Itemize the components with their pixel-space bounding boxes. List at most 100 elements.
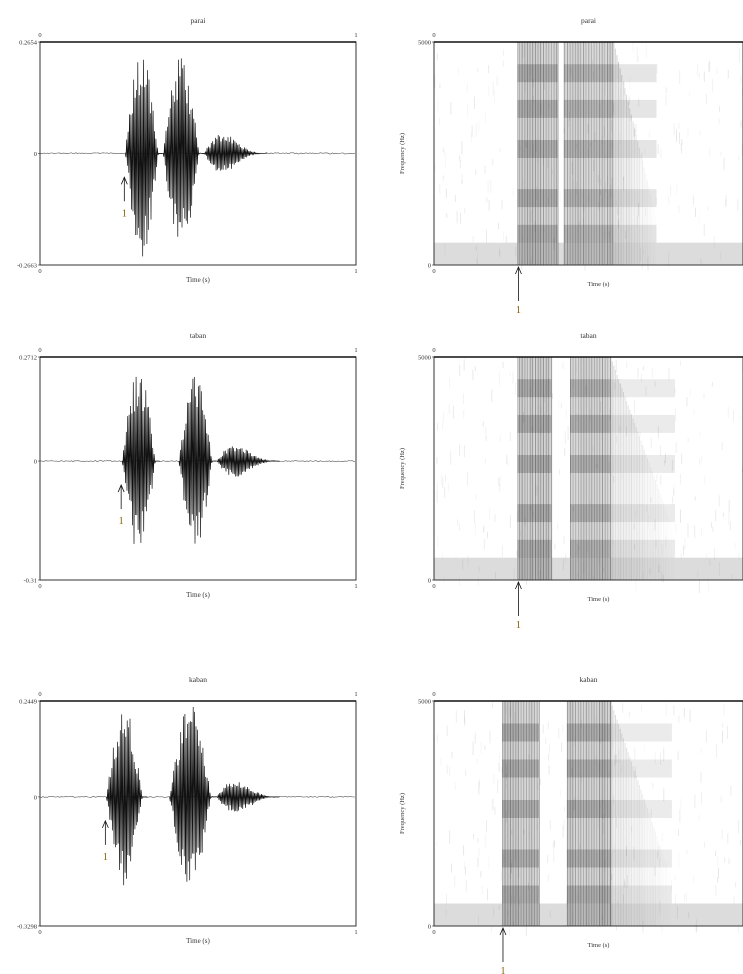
noise-streak xyxy=(565,553,566,558)
formant-band xyxy=(517,99,558,118)
voicing-striation xyxy=(508,701,510,926)
noise-streak xyxy=(637,368,639,378)
voicing-striation xyxy=(634,770,636,926)
formant-band xyxy=(517,504,552,523)
noise-streak xyxy=(700,748,702,754)
noise-streak xyxy=(510,859,512,872)
noise-streak xyxy=(549,743,551,752)
noise-streak xyxy=(437,734,438,743)
noise-streak xyxy=(445,188,447,199)
noise-streak xyxy=(668,253,670,267)
noise-streak xyxy=(660,753,662,765)
noise-streak xyxy=(506,455,508,465)
noise-streak xyxy=(634,399,635,414)
noise-streak xyxy=(705,93,707,105)
noise-streak xyxy=(461,141,463,155)
noise-streak xyxy=(530,504,532,511)
formant-band xyxy=(517,539,552,558)
voicing-striation xyxy=(608,357,610,580)
voicing-striation xyxy=(528,357,530,580)
voicing-striation xyxy=(645,803,647,926)
voicing-striation xyxy=(642,445,644,580)
voicing-striation xyxy=(511,701,513,926)
voicing-striation xyxy=(614,370,616,580)
noise-streak xyxy=(665,94,667,106)
voicing-striation xyxy=(505,701,507,926)
voicing-striation xyxy=(551,357,553,580)
voicing-striation xyxy=(527,357,529,580)
formant-band xyxy=(610,800,672,818)
voicing-striation xyxy=(524,701,526,926)
noise-streak xyxy=(679,809,681,823)
noise-streak xyxy=(553,238,555,250)
noise-streak xyxy=(601,798,603,804)
noise-streak xyxy=(477,251,479,266)
noise-streak xyxy=(665,87,667,94)
voicing-striation xyxy=(595,42,597,265)
noise-streak xyxy=(530,209,532,223)
noise-streak xyxy=(642,366,644,371)
noise-streak xyxy=(436,489,438,504)
noise-streak xyxy=(437,536,439,547)
voicing-striation xyxy=(638,147,640,265)
x-axis-label: Time (s) xyxy=(186,591,210,599)
noise-streak xyxy=(659,445,661,456)
noise-streak xyxy=(437,100,439,113)
voicing-striation xyxy=(656,484,658,580)
noise-streak xyxy=(492,158,494,165)
noise-streak xyxy=(633,523,635,530)
noise-streak xyxy=(446,894,447,905)
noise-streak xyxy=(524,517,526,527)
noise-streak xyxy=(730,785,732,796)
noise-streak xyxy=(588,195,590,202)
noise-streak xyxy=(680,509,681,523)
noise-streak xyxy=(711,522,713,528)
noise-streak xyxy=(599,104,601,118)
noise-streak xyxy=(598,557,600,565)
noise-streak xyxy=(675,442,677,453)
noise-streak xyxy=(599,738,601,745)
noise-streak xyxy=(466,82,468,93)
noise-streak xyxy=(647,257,649,271)
voicing-striation xyxy=(600,42,602,265)
voicing-striation xyxy=(541,42,543,265)
voicing-striation xyxy=(642,794,644,926)
noise-streak xyxy=(670,185,671,197)
voicing-striation xyxy=(616,374,618,580)
voicing-striation xyxy=(621,387,623,580)
noise-streak xyxy=(668,367,670,380)
noise-streak xyxy=(677,751,679,761)
noise-streak xyxy=(705,730,707,743)
noise-streak xyxy=(619,425,621,433)
noise-streak xyxy=(597,818,599,828)
voicing-striation xyxy=(590,701,592,926)
voicing-striation xyxy=(571,42,573,265)
noise-streak xyxy=(464,710,465,724)
noise-streak xyxy=(498,752,500,762)
noise-streak xyxy=(648,131,650,138)
voicing-striation xyxy=(576,42,578,265)
noise-streak xyxy=(707,206,709,211)
noise-streak xyxy=(658,564,660,573)
voicing-striation xyxy=(535,357,537,580)
voicing-striation xyxy=(574,701,576,926)
voicing-striation xyxy=(554,42,556,265)
noise-streak xyxy=(698,73,700,78)
top-tick-label: 0 xyxy=(38,691,41,698)
noise-streak xyxy=(509,515,511,529)
voicing-striation xyxy=(570,42,572,265)
formant-band xyxy=(502,800,540,818)
noise-streak xyxy=(442,175,444,181)
noise-streak xyxy=(592,71,594,80)
voicing-striation xyxy=(619,383,621,580)
noise-streak xyxy=(529,260,531,266)
voicing-striation xyxy=(533,357,535,580)
noise-streak xyxy=(499,483,501,492)
noise-streak xyxy=(673,488,675,497)
voicing-striation xyxy=(598,701,600,926)
voicing-striation xyxy=(522,42,524,265)
voicing-striation xyxy=(566,701,568,926)
noise-streak xyxy=(451,751,453,758)
noise-streak xyxy=(547,158,549,168)
onset-arrow-head xyxy=(117,484,125,493)
